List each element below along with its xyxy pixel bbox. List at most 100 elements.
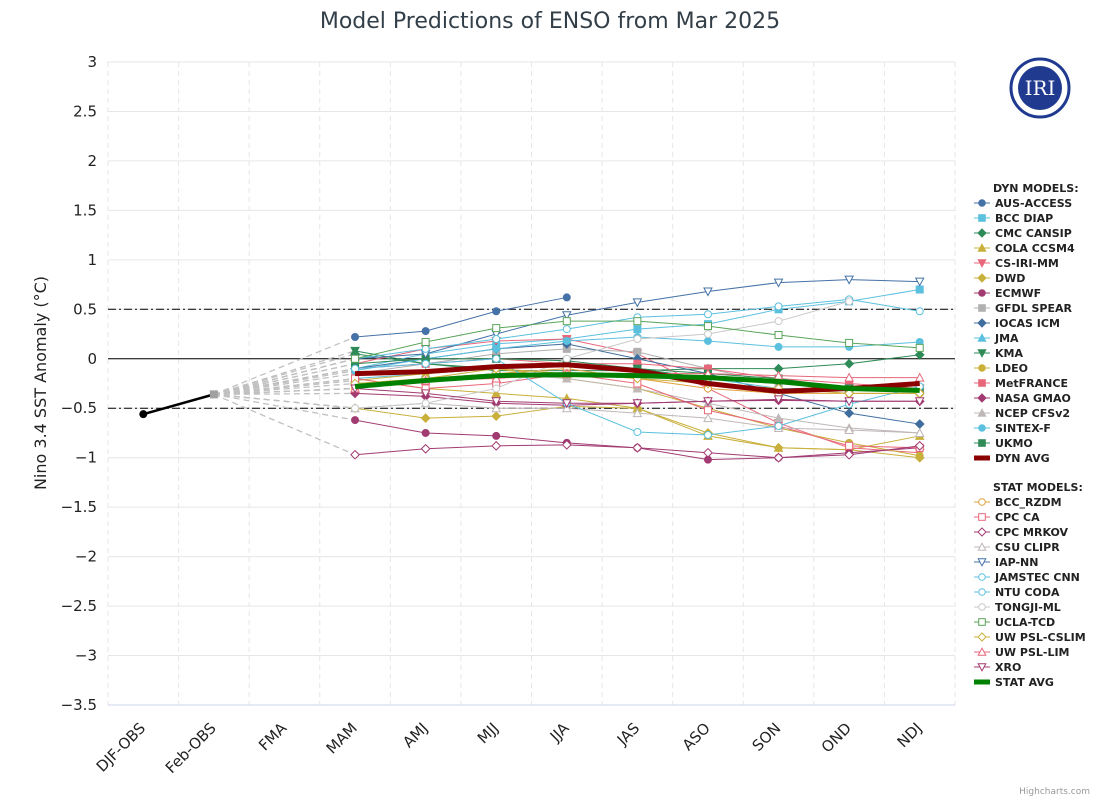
series-point-tongji-ml bbox=[421, 399, 430, 408]
legend-item-nasa-gmao[interactable]: NASA GMAO bbox=[974, 392, 1071, 405]
legend-symbol-marker bbox=[977, 408, 987, 417]
legend-symbol-marker bbox=[978, 364, 986, 372]
series-point-dwd bbox=[491, 411, 502, 422]
legend-symbol-marker bbox=[978, 439, 986, 447]
legend-label: BCC_RZDM bbox=[995, 496, 1062, 509]
series-point-cmc-cansip bbox=[844, 358, 855, 369]
legend: DYN MODELS: AUS-ACCESS BCC DIAP CMC CANSIP C… bbox=[974, 182, 1086, 689]
series-point-jamstec-cnn bbox=[774, 302, 783, 311]
legend-label: NTU CODA bbox=[995, 586, 1060, 599]
legend-symbol-marker bbox=[978, 618, 986, 626]
legend-item-uw-psl-cslim[interactable]: UW PSL-CSLIM bbox=[974, 631, 1086, 644]
series-point-ucla-tcd bbox=[633, 317, 642, 326]
series-point-xro bbox=[703, 397, 713, 407]
series-point-ucla-tcd bbox=[703, 322, 712, 331]
legend-item-ldeo[interactable]: LDEO bbox=[974, 362, 1028, 375]
legend-item-iocas-icm[interactable]: IOCAS ICM bbox=[974, 317, 1060, 330]
legend-item-jamstec-cnn[interactable]: JAMSTEC CNN bbox=[974, 571, 1080, 584]
series-line-dyn-avg bbox=[354, 362, 920, 394]
legend-item-cs-iri-mm[interactable]: CS-IRI-MM bbox=[974, 257, 1059, 270]
x-tick-label: SON bbox=[749, 719, 785, 755]
logo-inner-circle bbox=[1018, 66, 1062, 110]
series-point-ntu-coda bbox=[703, 430, 712, 439]
legend-item-cola-ccsm4[interactable]: COLA CCSM4 bbox=[974, 242, 1075, 255]
series-point-iap-nn bbox=[561, 311, 572, 321]
series-point-csu-clipr bbox=[491, 403, 502, 413]
legend-item-kma[interactable]: KMA bbox=[974, 347, 1023, 360]
legend-symbol-marker bbox=[978, 498, 986, 506]
projection-ukmo bbox=[213, 363, 356, 396]
series-point-ntu-coda bbox=[774, 422, 783, 431]
projection-uw-psl-cslim bbox=[213, 382, 356, 396]
legend-item-cmc-cansip[interactable]: CMC CANSIP bbox=[974, 227, 1072, 240]
series-point-iocas-icm bbox=[914, 419, 925, 429]
series-point-uw-psl-lim bbox=[914, 372, 925, 382]
projection-aus-access bbox=[213, 336, 356, 395]
legend-item-iap-nn[interactable]: IAP-NN bbox=[974, 556, 1038, 569]
legend-item-jma[interactable]: JMA bbox=[974, 332, 1019, 345]
y-tick-label: −1.5 bbox=[61, 498, 97, 516]
legend-item-ukmo[interactable]: UKMO bbox=[974, 437, 1033, 450]
legend-symbol-marker bbox=[977, 318, 987, 328]
series-point-ucla-tcd bbox=[915, 343, 924, 352]
series-point-cpc-mrkov bbox=[703, 447, 713, 458]
legend-item-ncep-cfsv2[interactable]: NCEP CFSv2 bbox=[974, 407, 1070, 420]
series-point-aus-access bbox=[562, 293, 571, 302]
legend-label: DYN AVG bbox=[995, 452, 1050, 465]
legend-label: AUS-ACCESS bbox=[995, 197, 1072, 210]
legend-item-xro[interactable]: XRO bbox=[974, 661, 1021, 674]
y-tick-label: 3 bbox=[87, 53, 97, 71]
legend-item-bcc-rzdm[interactable]: BCC_RZDM bbox=[974, 496, 1062, 509]
legend-symbol-marker bbox=[978, 304, 986, 312]
series-line-tongji-ml bbox=[355, 300, 850, 409]
legend-item-metfrance[interactable]: MetFRANCE bbox=[974, 377, 1068, 390]
projection-cpc-ca bbox=[213, 377, 356, 396]
projection-nasa-gmao bbox=[213, 392, 356, 396]
legend-item-sintex-f[interactable]: SINTEX-F bbox=[974, 422, 1051, 435]
legend-item-bcc-diap[interactable]: BCC DIAP bbox=[974, 212, 1053, 225]
legend-item-csu-clipr[interactable]: CSU CLIPR bbox=[974, 541, 1060, 554]
series-point-ucla-tcd bbox=[562, 317, 571, 326]
series-point-cmc-cansip bbox=[914, 349, 925, 360]
legend-item-ucla-tcd[interactable]: UCLA-TCD bbox=[974, 616, 1055, 629]
series-point-cola-ccsm4 bbox=[491, 388, 502, 398]
legend-label: BCC DIAP bbox=[995, 212, 1053, 225]
x-tick-label: ASO bbox=[679, 719, 714, 754]
series-point-ncep-cfsv2 bbox=[773, 413, 784, 423]
series-point-xro bbox=[420, 389, 431, 399]
credit-text[interactable]: Highcharts.com bbox=[1019, 787, 1090, 797]
legend-label: COLA CCSM4 bbox=[995, 242, 1075, 255]
legend-item-stat-avg[interactable]: STAT AVG bbox=[974, 676, 1054, 689]
series-point-xro bbox=[561, 399, 572, 409]
legend-label: JMA bbox=[994, 332, 1019, 345]
legend-label: MetFRANCE bbox=[995, 377, 1068, 390]
legend-item-uw-psl-lim[interactable]: UW PSL-LIM bbox=[974, 646, 1070, 659]
series-point-tongji-ml bbox=[845, 297, 854, 306]
y-tick-label: −1 bbox=[75, 449, 97, 467]
series-point-xro bbox=[632, 399, 643, 409]
legend-item-gfdl-spear[interactable]: GFDL SPEAR bbox=[974, 302, 1073, 315]
legend-item-aus-access[interactable]: AUS-ACCESS bbox=[974, 197, 1072, 210]
legend-label: UCLA-TCD bbox=[995, 616, 1055, 629]
legend-item-tongji-ml[interactable]: TONGJI-ML bbox=[974, 601, 1061, 614]
legend-item-cpc-ca[interactable]: CPC CA bbox=[974, 511, 1040, 524]
iri-logo: IRI bbox=[1009, 57, 1071, 119]
legend-symbol-marker bbox=[978, 379, 986, 387]
legend-symbol-marker bbox=[978, 588, 986, 596]
legend-item-ntu-coda[interactable]: NTU CODA bbox=[974, 586, 1060, 599]
legend-item-cpc-mrkov[interactable]: CPC MRKOV bbox=[974, 526, 1069, 539]
series-point-ecmwf bbox=[421, 428, 430, 437]
projection-lines bbox=[213, 336, 356, 456]
legend-item-dyn-avg[interactable]: DYN AVG bbox=[974, 452, 1050, 465]
legend-symbol-marker bbox=[977, 527, 987, 537]
legend-label: KMA bbox=[995, 347, 1023, 360]
legend-symbol-marker bbox=[977, 558, 987, 567]
legend-symbol-marker bbox=[977, 647, 987, 656]
y-tick-label: −2 bbox=[75, 548, 97, 566]
observed-series bbox=[139, 390, 218, 419]
series-point-tongji-ml bbox=[703, 330, 712, 339]
legend-item-dwd[interactable]: DWD bbox=[974, 272, 1025, 285]
legend-heading: STAT MODELS: bbox=[993, 481, 1083, 494]
legend-symbol-marker bbox=[978, 214, 986, 222]
legend-item-ecmwf[interactable]: ECMWF bbox=[974, 287, 1041, 300]
